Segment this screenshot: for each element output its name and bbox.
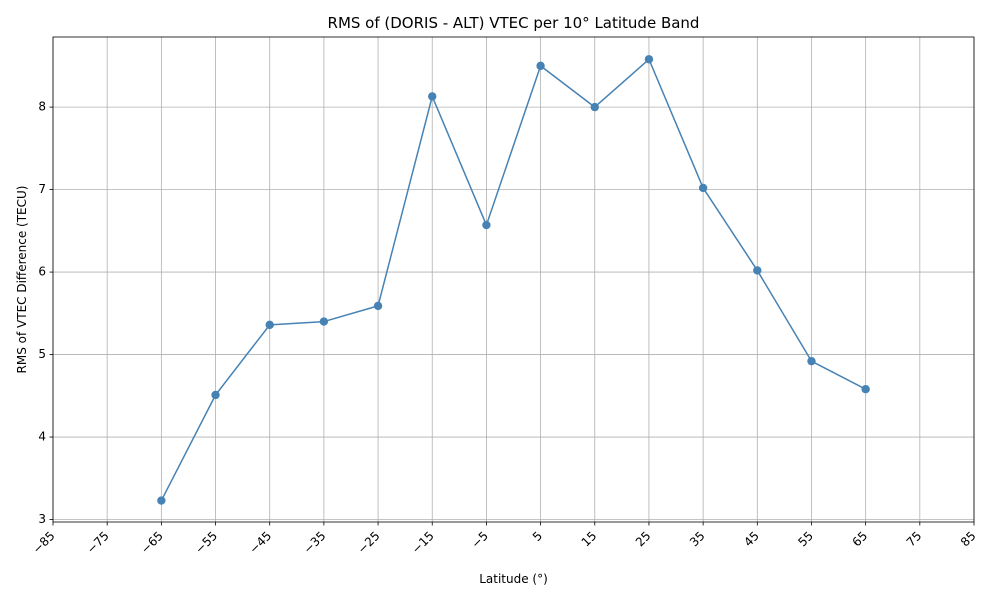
y-tick-label: 5: [38, 347, 46, 361]
chart-title: RMS of (DORIS - ALT) VTEC per 10° Latitu…: [328, 14, 700, 32]
data-point: [482, 220, 491, 230]
plot-frame: [52, 36, 975, 523]
data-point: [644, 55, 654, 64]
data-point: [590, 102, 599, 112]
y-tick-label: 7: [38, 182, 46, 196]
series-line: [160, 58, 866, 501]
y-axis-title: RMS of VTEC Difference (TECU): [15, 186, 29, 374]
data-point: [319, 317, 329, 326]
series-layer: [157, 55, 870, 505]
x-axis-title: Latitude (°): [479, 572, 548, 586]
data-point: [428, 92, 437, 101]
y-tick-label: 8: [38, 100, 46, 114]
y-tick-label: 6: [38, 265, 46, 279]
data-point: [157, 496, 166, 505]
data-point: [807, 356, 816, 366]
data-point: [861, 385, 870, 394]
data-point: [536, 61, 545, 71]
data-point: [211, 390, 220, 400]
y-tick-label: 3: [38, 512, 46, 526]
data-point: [753, 266, 762, 275]
data-point: [698, 183, 708, 193]
y-tick-label: 4: [38, 430, 46, 444]
data-point: [265, 320, 274, 330]
data-point: [373, 301, 383, 311]
